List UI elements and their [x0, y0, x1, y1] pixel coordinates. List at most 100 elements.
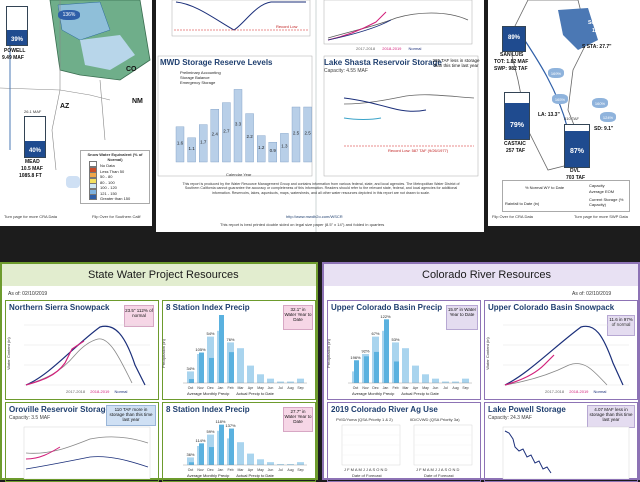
precip-pct-label: 118% — [216, 419, 226, 424]
cra-p-legend-actual: Actual Precip to Date — [401, 391, 439, 396]
dvl-gauge-fill — [565, 131, 589, 167]
precip-avg-bar — [237, 348, 244, 383]
legend-normal: Normal — [408, 46, 422, 51]
precip-actual-bar — [189, 379, 194, 383]
mwd-legend-prelim: Preliminary Accounting — [180, 70, 221, 75]
pct-165-text: 165% — [554, 97, 566, 102]
report-url[interactable]: http://www.mwdh2o.com/WSCR — [286, 214, 343, 219]
top-center-panel: 1.6 1.1 1.7 2.4 2.7 3.3 2.2 1.2 0.9 1.3 2.5 2.5 Rec… — [156, 0, 484, 232]
swp-snow-normal — [25, 325, 146, 386]
precip-pct-label: 53% — [391, 337, 399, 342]
castaic-pct: 79% — [509, 122, 524, 129]
castaic-volume: 257 TAF — [506, 148, 526, 154]
dvl-pct: 87% — [569, 148, 584, 155]
precip-actual-bar — [189, 462, 194, 465]
mwd-legend: Preliminary Accounting Storage Balance E… — [180, 70, 221, 85]
mwd-bar — [280, 133, 289, 163]
cra-ucb-snow-ylabel: Water Content (in) — [484, 337, 490, 370]
precip-actual-bar — [209, 357, 214, 383]
sd-rain: SD: 9.1" — [594, 126, 614, 132]
precip-avg-bar — [412, 365, 419, 383]
colorado-basin-map — [0, 0, 151, 171]
precip-pct-label: 67% — [371, 331, 379, 336]
precip-avg-bar — [402, 348, 409, 383]
record-low-upper: Record Low — [276, 24, 298, 29]
mwd-bar — [222, 102, 231, 163]
swp-section: State Water Project Resources As of: 02/… — [0, 262, 318, 482]
swp-oroville-title: Oroville Reservoir Storage — [9, 405, 110, 414]
precip-avg-bar — [277, 464, 284, 465]
swp-snowpack-panel: Northern Sierra Snowpack 23.5" 112% of n… — [5, 300, 159, 400]
precip-actual-bar — [229, 352, 234, 383]
precip-actual-bar — [219, 424, 224, 465]
swp-precip2-title: 8 Station Index Precip — [166, 405, 250, 414]
legend-2018: 2018-2019 — [382, 46, 402, 51]
mwd-bar-label: 0.9 — [270, 148, 277, 153]
snowpack-icon-left — [66, 176, 80, 188]
precip-avg-bar — [297, 462, 304, 465]
pct-165: 165% — [552, 94, 568, 104]
mwd-legend-emergency: Emergency Storage — [180, 80, 216, 85]
swp-oroville-callout: 110 TAF more in storage than this time l… — [106, 405, 156, 426]
swp-p2-legend-avg: Average Monthly Precip — [187, 473, 230, 478]
legend-pct-normal: % Normal WY to Date — [525, 185, 565, 190]
cra-snow-legend-normal: Normal — [593, 389, 607, 394]
dvl-volume: 703 TAF — [566, 175, 586, 181]
precip-avg-bar — [267, 462, 274, 465]
precip-avg-bar — [287, 381, 294, 383]
precip-pct-label: 36% — [186, 452, 194, 457]
precip-month-label: Feb — [392, 386, 398, 390]
swp-precip2-chart: 36% Oct 114% Nov 59% Dec 118% Jan 137% Feb Mar Apr M… — [183, 419, 307, 472]
swp-snowpack-title: Northern Sierra Snowpack — [9, 303, 110, 312]
region-nm: NM — [132, 98, 143, 105]
dvl-gauge: 87% — [564, 124, 590, 168]
right-flip[interactable]: Turn page for more SWP Data — [574, 214, 628, 219]
cra-ag-use-panel: 2019 Colorado River Ag Use PVID/Yuma (QS… — [327, 402, 481, 482]
mead-name: MEAD — [25, 159, 40, 165]
precip-month-label: Jan — [218, 468, 224, 472]
cra-snow-legend-2018: 2018-2019 — [569, 389, 589, 394]
swp-p1-legend-actual: Actual Precip to Date — [236, 391, 274, 396]
precip-month-label: Oct — [188, 386, 193, 390]
precip-month-label: Dec — [372, 386, 378, 390]
pct-160: 160% — [592, 98, 608, 108]
san-luis-tot: TOT: 1.82 MAF — [494, 59, 529, 65]
swp-snowpack-chart — [24, 324, 150, 386]
precip-month-label: Mar — [237, 468, 244, 472]
cra-ucb-precip-title: Upper Colorado Basin Precip — [331, 303, 443, 312]
precip-avg-bar — [247, 365, 254, 383]
left-footer[interactable]: Turn page for more CRA Data — [4, 214, 57, 219]
precip-actual-bar — [354, 360, 359, 383]
left-flip[interactable]: Flip Over for Southern Calif — [92, 214, 141, 219]
swp-snow-legend-2017: 2017-2018 — [66, 389, 86, 394]
powell-volume: 9.49 MAF — [2, 55, 24, 61]
snow-legend: Snow Water Equivalent (% of Normal) No D… — [80, 150, 150, 204]
mead-pct: 40% — [28, 148, 41, 154]
precip-month-label: Mar — [402, 386, 409, 390]
precip-month-label: Sep — [297, 386, 303, 390]
mwd-bar-label: 3.3 — [235, 122, 242, 127]
cra-ag-left-months: J F M A M J J A S O N D — [344, 467, 388, 472]
precip-pct-label: 196% — [350, 355, 361, 360]
precip-avg-bar — [452, 381, 459, 383]
mwd-bar — [187, 137, 196, 163]
precip-actual-bar — [219, 315, 224, 383]
precip-month-label: Aug — [452, 386, 458, 390]
precip-avg-bar — [267, 378, 274, 383]
snow-legend-title: Snow Water Equivalent (% of Normal) — [87, 152, 143, 162]
precip-month-label: Jun — [268, 386, 274, 390]
precip-month-label: May — [257, 468, 264, 472]
legend-avg-eom: Average EOM — [589, 189, 615, 194]
la-rain: LA: 13.3" — [538, 112, 560, 118]
cra-header: Colorado River Resources — [422, 269, 551, 281]
right-footer[interactable]: Flip Over for CRA Data — [492, 214, 533, 219]
powell-pct: 39% — [10, 37, 23, 43]
precip-month-label: Jul — [278, 386, 283, 390]
snow-legend-item: Greater than 150 — [89, 194, 130, 201]
swp-p1-legend-avg: Average Monthly Precip — [187, 391, 230, 396]
precip-month-label: Jul — [278, 468, 283, 472]
precip-pct-label: 34% — [186, 366, 194, 371]
mwd-bar-label: 2.7 — [223, 128, 230, 133]
cra-ag-right-months: J F M A M J J A S O N D — [416, 467, 460, 472]
swp-as-of: As of: 02/10/2019 — [8, 291, 48, 297]
